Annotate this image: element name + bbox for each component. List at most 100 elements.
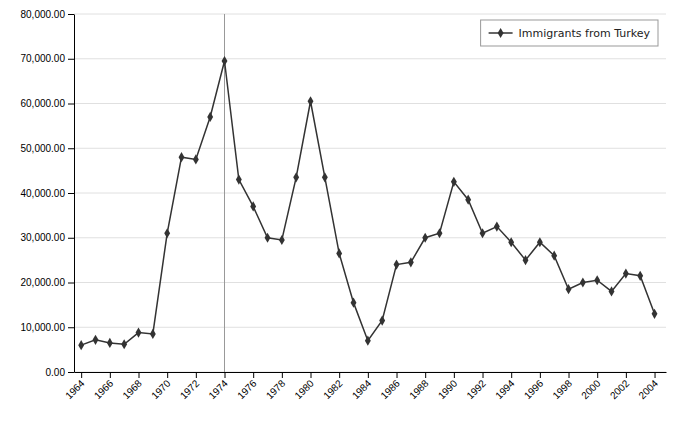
grid-line <box>74 372 666 373</box>
marker <box>279 235 285 245</box>
marker <box>566 284 572 294</box>
legend-box <box>481 20 658 46</box>
tick: 1994 <box>493 372 517 401</box>
marker <box>594 275 600 285</box>
tick: 20,000.00 <box>21 277 75 288</box>
tick-label: 1984 <box>350 377 374 401</box>
marker <box>580 277 586 287</box>
series-line <box>81 61 654 345</box>
tick: 1978 <box>264 372 288 401</box>
tick-mark <box>196 372 197 378</box>
marker <box>78 340 84 350</box>
tick: 1998 <box>550 372 574 401</box>
axis-line <box>75 372 667 373</box>
tick-mark <box>81 372 82 378</box>
marker <box>236 174 242 184</box>
tick-label: 1974 <box>206 377 230 401</box>
tick: 1996 <box>522 372 546 401</box>
tick-label: 1996 <box>522 377 546 401</box>
legend-label: Immigrants from Turkey <box>519 27 651 40</box>
tick-mark <box>68 283 74 284</box>
tick-label: 1994 <box>493 377 517 401</box>
marker <box>609 286 615 296</box>
tick-label: 2000 <box>579 377 603 401</box>
tick: 1964 <box>63 372 87 401</box>
plot-area <box>78 14 657 372</box>
tick-mark <box>368 372 369 378</box>
tick-mark <box>68 14 74 15</box>
tick-label: 1966 <box>92 377 116 401</box>
marker <box>293 172 299 182</box>
marker <box>107 338 113 348</box>
marker <box>150 329 156 339</box>
marker <box>537 237 543 247</box>
marker <box>379 315 385 325</box>
axis-line <box>74 15 75 373</box>
grid-line <box>74 14 666 15</box>
marker <box>422 233 428 243</box>
tick: 2000 <box>579 372 603 401</box>
tick-label: 2002 <box>608 377 632 401</box>
tick-mark <box>483 372 484 378</box>
tick-mark <box>68 193 74 194</box>
tick-mark <box>626 372 627 378</box>
tick-mark <box>68 59 74 60</box>
tick-label: 30,000.00 <box>21 232 66 243</box>
tick-label: 10,000.00 <box>21 322 66 333</box>
tick: 1984 <box>350 372 374 401</box>
tick-label: 1986 <box>378 377 402 401</box>
tick-mark <box>139 372 140 378</box>
tick-label: 2004 <box>636 377 660 401</box>
marker <box>308 96 314 106</box>
marker <box>652 309 658 319</box>
tick: 50,000.00 <box>21 143 75 154</box>
tick-label: 80,000.00 <box>21 9 66 20</box>
marker <box>193 154 199 164</box>
tick-mark <box>454 372 455 378</box>
grid-line <box>74 237 666 238</box>
tick-mark <box>339 372 340 378</box>
marker <box>121 339 127 349</box>
legend-item: Immigrants from Turkey <box>489 27 651 40</box>
tick-label: 60,000.00 <box>21 98 66 109</box>
grid-line <box>74 282 666 283</box>
tick: 1966 <box>92 372 116 401</box>
tick-label: 1998 <box>550 377 574 401</box>
tick-label: 1964 <box>63 377 87 401</box>
marker <box>365 336 371 346</box>
tick-mark <box>253 372 254 378</box>
x-axis: 1964196619681970197219741976197819801982… <box>63 372 666 401</box>
tick: 1974 <box>206 372 230 401</box>
tick-label: 1970 <box>149 377 173 401</box>
tick-mark <box>68 148 74 149</box>
marker <box>336 248 342 258</box>
marker <box>250 201 256 211</box>
tick-mark <box>68 372 74 373</box>
tick-label: 1978 <box>264 377 288 401</box>
tick-label: 1980 <box>292 377 316 401</box>
tick-mark <box>597 372 598 378</box>
tick: 1976 <box>235 372 259 401</box>
tick: 0.00 <box>46 367 74 378</box>
tick-mark <box>425 372 426 378</box>
marker <box>494 221 500 231</box>
tick: 1990 <box>436 372 460 401</box>
tick-label: 1972 <box>178 377 202 401</box>
tick-label: 40,000.00 <box>21 188 66 199</box>
marker <box>437 228 443 238</box>
tick: 40,000.00 <box>21 188 75 199</box>
tick-mark <box>511 372 512 378</box>
tick: 2004 <box>636 372 660 401</box>
grid-line <box>74 327 666 328</box>
grid-line <box>74 103 666 104</box>
tick: 70,000.00 <box>21 53 75 64</box>
marker <box>322 172 328 182</box>
marker <box>623 268 629 278</box>
grid <box>74 14 666 372</box>
tick: 80,000.00 <box>21 9 75 20</box>
marker <box>480 228 486 238</box>
marker <box>136 328 142 338</box>
tick: 1970 <box>149 372 173 401</box>
legend-marker <box>498 28 504 38</box>
tick-label: 1988 <box>407 377 431 401</box>
